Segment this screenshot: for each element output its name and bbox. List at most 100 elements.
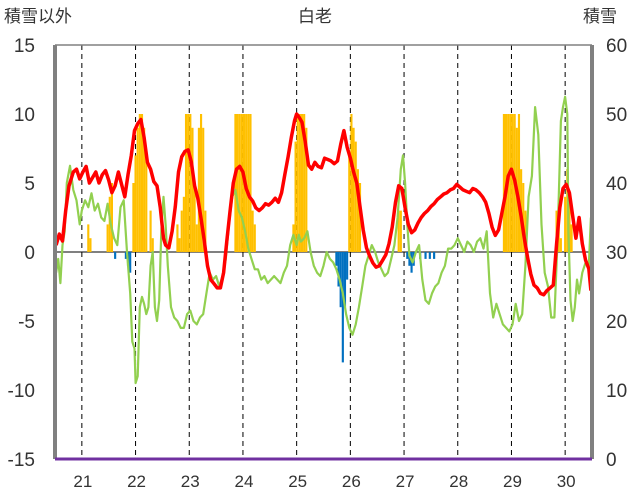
left-axis-ticks: 15 10 5 0 -5 -10 -15 (8, 36, 35, 471)
snow-bar (238, 114, 241, 252)
x-tick-label: 25 (288, 472, 307, 491)
snow-bar (346, 252, 349, 280)
snow-bar (406, 252, 409, 259)
x-tick-label: 29 (503, 472, 522, 491)
x-tick-label: 21 (73, 472, 92, 491)
snow-bar (199, 114, 203, 252)
x-tick-label: 24 (234, 472, 253, 491)
snow-bar (348, 155, 351, 252)
snow-bar (106, 224, 109, 252)
right-tick-label: 30 (606, 243, 627, 264)
snow-bar (87, 224, 90, 252)
snow-bar (522, 183, 525, 252)
right-tick-label: 50 (606, 105, 627, 126)
snow-bar (502, 114, 506, 252)
snow-bar (337, 252, 340, 287)
snow-bar (89, 238, 92, 252)
snow-bar (151, 238, 154, 252)
snow-bar (399, 210, 402, 252)
left-tick-label: 0 (24, 243, 35, 264)
snow-bar (428, 252, 431, 259)
snow-bar (335, 252, 338, 266)
snow-bar (182, 196, 185, 252)
snow-bar (559, 238, 562, 252)
left-tick-label: -15 (8, 450, 35, 471)
snow-bar (178, 238, 181, 252)
snow-bar (356, 169, 359, 252)
right-axis-ticks: 60 50 40 30 20 10 0 (606, 36, 627, 471)
series-lines (54, 95, 593, 385)
snow-bar (202, 127, 205, 252)
snow-bar (517, 114, 521, 252)
snow-bar (564, 196, 567, 252)
left-tick-label: -10 (8, 381, 35, 402)
snow-bar (176, 224, 179, 252)
snow-bar (524, 210, 527, 252)
right-tick-label: 60 (606, 36, 627, 57)
red-series-line (54, 112, 593, 297)
left-tick-label: 5 (24, 174, 35, 195)
plot-frame (53, 44, 594, 461)
snow-bar (397, 210, 400, 252)
snow-bar (204, 210, 207, 252)
chart-title: 白老 (298, 7, 332, 27)
snow-bar (296, 114, 299, 252)
snow-bar (251, 210, 254, 252)
right-tick-label: 40 (606, 174, 627, 195)
x-tick-label: 23 (181, 472, 200, 491)
snow-bar (184, 114, 188, 252)
snow-bar (298, 114, 301, 252)
snow-bar (408, 252, 411, 266)
snow-bar (341, 252, 344, 363)
snow-bar (129, 252, 132, 273)
green-series-line (55, 95, 592, 385)
snow-bar (352, 127, 355, 252)
x-tick-label: 22 (127, 472, 146, 491)
snow-bar (240, 114, 243, 252)
snow-bar (343, 252, 347, 308)
snow-bar (195, 224, 198, 252)
snow-bar (509, 114, 512, 252)
snow-bar (568, 196, 571, 252)
snow-bar (424, 252, 427, 259)
snow-bar (187, 114, 190, 252)
snow-bar (354, 141, 357, 252)
snow-bar (193, 183, 196, 252)
snow-bar (134, 155, 137, 252)
snow-bar (180, 210, 183, 252)
snow-bar (570, 224, 573, 252)
left-tick-label: 15 (14, 36, 35, 57)
x-tick-label: 27 (396, 472, 415, 491)
snow-bar (253, 224, 256, 252)
right-tick-label: 10 (606, 381, 627, 402)
snow-bar (305, 127, 308, 252)
snow-bar (511, 114, 514, 252)
left-tick-label: -5 (18, 312, 35, 333)
snow-bar (249, 114, 252, 252)
snow-bar (191, 127, 194, 252)
snow-bar (143, 127, 146, 252)
snow-bar (132, 183, 135, 252)
left-tick-label: 10 (14, 105, 35, 126)
snow-bar (350, 114, 353, 252)
snow-bar (303, 114, 306, 252)
snow-bar (114, 252, 117, 259)
snow-bar (300, 114, 304, 252)
snow-bar (140, 114, 144, 252)
snow-bar (138, 114, 141, 252)
snow-bar (145, 155, 148, 252)
x-axis-ticks: 21 22 23 24 25 26 27 28 29 30 (73, 472, 575, 491)
snow-bar (197, 127, 200, 252)
snow-bar (234, 114, 237, 252)
x-tick-label: 26 (342, 472, 361, 491)
snow-bar (236, 114, 239, 252)
snow-bar (294, 141, 297, 252)
snow-bar (110, 183, 113, 252)
snow-bar (247, 114, 250, 252)
snow-bar (124, 252, 127, 259)
right-tick-label: 0 (606, 450, 617, 471)
snow-bar (189, 114, 192, 252)
left-axis-label: 積雪以外 (4, 7, 72, 27)
right-axis-label: 積雪 (583, 7, 617, 27)
